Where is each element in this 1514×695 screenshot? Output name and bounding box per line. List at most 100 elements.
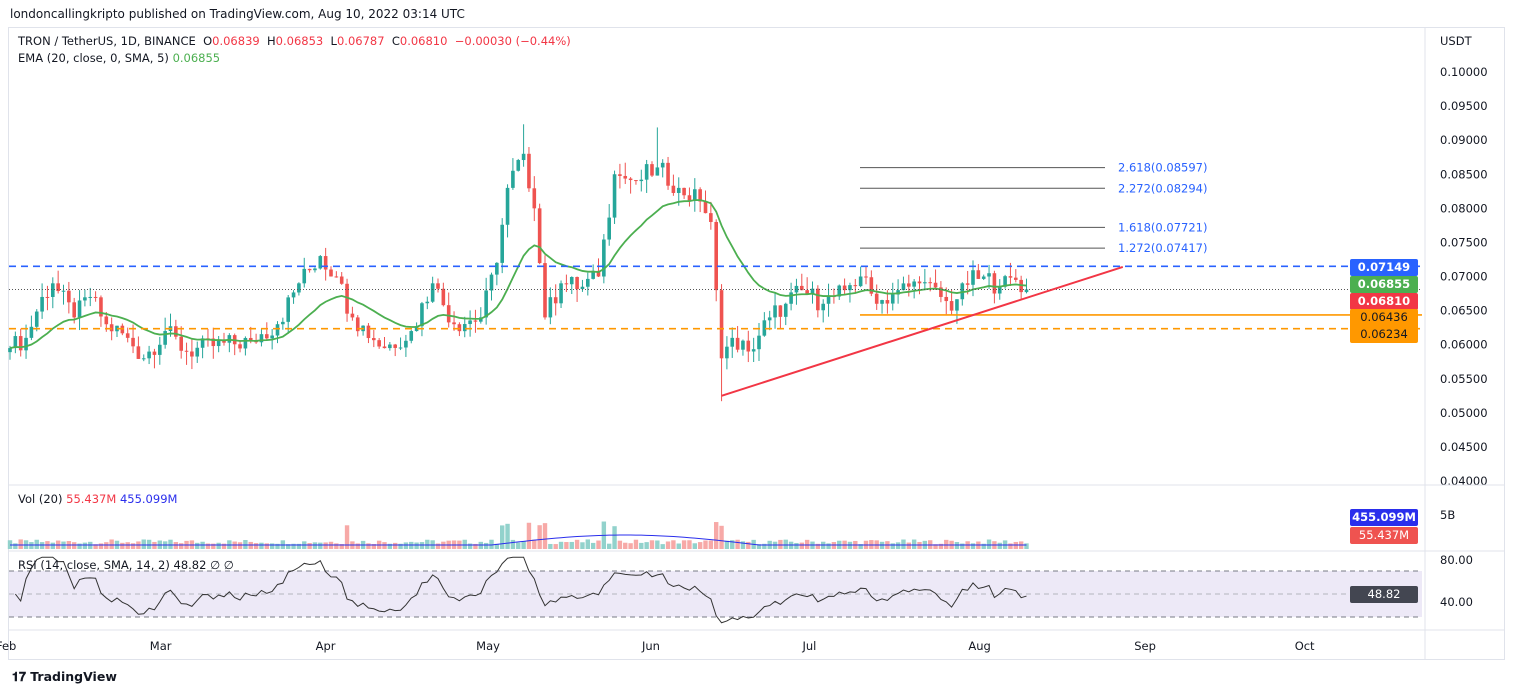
candle-body bbox=[174, 326, 178, 337]
candle-body bbox=[452, 322, 456, 325]
volume-bar bbox=[344, 525, 350, 549]
candle-body bbox=[976, 270, 981, 279]
volume-bar bbox=[494, 543, 500, 549]
ema-legend[interactable]: EMA (20, close, 0, SMA, 5) 0.06855 bbox=[18, 51, 220, 65]
rsi-tag: 48.82 bbox=[1350, 586, 1418, 603]
volume-bar bbox=[500, 525, 505, 549]
volume-bar bbox=[393, 542, 398, 549]
price-tick: 0.06500 bbox=[1440, 304, 1488, 318]
volume-bar bbox=[714, 522, 719, 549]
volume-bar bbox=[590, 542, 596, 549]
volume-bar bbox=[703, 540, 708, 549]
candle-body bbox=[800, 285, 804, 291]
volume-bar bbox=[291, 543, 296, 549]
volume-bar bbox=[216, 542, 221, 549]
volume-bar bbox=[50, 542, 55, 549]
month-tick: Oct bbox=[1295, 639, 1315, 653]
candle-body bbox=[388, 344, 392, 349]
volume-bar bbox=[120, 542, 125, 549]
candle-body bbox=[468, 320, 472, 325]
fib-label: 2.618(0.08597) bbox=[1118, 161, 1207, 175]
volume-bar bbox=[398, 543, 403, 549]
candle-body bbox=[83, 297, 87, 301]
price-tick: 0.04500 bbox=[1440, 440, 1488, 454]
candle-body bbox=[693, 189, 697, 201]
chart-frame[interactable] bbox=[8, 27, 1505, 660]
candle-body bbox=[238, 344, 242, 349]
candle-body bbox=[671, 185, 676, 193]
candle-body bbox=[72, 302, 76, 318]
ema-line bbox=[9, 199, 1027, 349]
candle-body bbox=[944, 296, 949, 302]
candle-body bbox=[778, 305, 783, 317]
volume-bar bbox=[82, 542, 88, 549]
rsi-tick: 40.00 bbox=[1440, 595, 1473, 609]
rsi-line bbox=[14, 556, 1027, 624]
candle-body bbox=[1024, 289, 1029, 293]
volume-bar bbox=[660, 544, 665, 549]
candle-body bbox=[901, 283, 906, 291]
volume-bar bbox=[649, 540, 655, 549]
volume-bar bbox=[607, 543, 612, 549]
volume-label: Vol (20) bbox=[18, 492, 63, 506]
currency-label[interactable]: USDT bbox=[1440, 34, 1472, 48]
candle-body bbox=[350, 313, 355, 318]
volume-bar bbox=[318, 542, 323, 549]
candle-body bbox=[200, 338, 205, 348]
candle-body bbox=[949, 301, 954, 311]
volume-legend[interactable]: Vol (20) 55.437M 455.099M bbox=[18, 492, 177, 506]
volume-bar bbox=[574, 539, 580, 549]
volume-bar bbox=[815, 543, 821, 549]
low-value: 0.06787 bbox=[336, 34, 385, 48]
candle-body bbox=[516, 160, 521, 171]
candle-body bbox=[618, 174, 622, 176]
candle-body bbox=[521, 153, 526, 161]
volume-bar bbox=[628, 543, 633, 549]
volume-bar bbox=[724, 540, 730, 549]
candle-body bbox=[409, 331, 414, 341]
candle-body bbox=[275, 324, 280, 336]
candle-body bbox=[398, 347, 403, 349]
candle-body bbox=[864, 276, 868, 278]
volume-bar bbox=[762, 543, 767, 549]
volume-ma-line bbox=[10, 534, 1027, 546]
symbol-name[interactable]: TRON / TetherUS, 1D, BINANCE bbox=[18, 34, 196, 48]
candle-body bbox=[265, 334, 269, 339]
tradingview-logo[interactable]: 𝟏𝟕 TradingView bbox=[12, 669, 117, 685]
candle-body bbox=[436, 283, 440, 289]
candle-body bbox=[125, 333, 130, 338]
volume-bar bbox=[532, 539, 537, 549]
candle-body bbox=[243, 337, 248, 349]
volume-bar bbox=[655, 540, 660, 549]
price-tick: 0.10000 bbox=[1440, 65, 1488, 79]
candle-body bbox=[377, 340, 381, 347]
volume-bar bbox=[307, 543, 312, 549]
candle-body bbox=[837, 285, 842, 297]
rsi-legend[interactable]: RSI (14, close, SMA, 14, 2) 48.82 ∅ ∅ bbox=[18, 558, 234, 572]
candle-body bbox=[152, 351, 157, 355]
volume-bar bbox=[1008, 543, 1013, 549]
candle-body bbox=[179, 336, 183, 351]
volume-bar bbox=[890, 543, 895, 549]
volume-bar bbox=[195, 542, 200, 549]
candle-body bbox=[216, 339, 221, 347]
low-label: L bbox=[330, 34, 337, 48]
volume-bar bbox=[778, 539, 783, 549]
rsi-extra: ∅ ∅ bbox=[210, 558, 234, 572]
candle-body bbox=[13, 336, 18, 349]
candle-body bbox=[965, 283, 970, 285]
ema-value: 0.06855 bbox=[172, 51, 221, 65]
candle-body bbox=[586, 278, 590, 287]
candle-body bbox=[757, 335, 761, 350]
high-value: 0.06853 bbox=[275, 34, 324, 48]
volume-ma-tag: 455.099M bbox=[1350, 509, 1418, 526]
candle-body bbox=[816, 288, 820, 311]
candle-body bbox=[511, 170, 515, 188]
candle-body bbox=[564, 283, 569, 285]
volume-bar bbox=[564, 542, 569, 549]
volume-bar bbox=[296, 543, 302, 549]
candle-body bbox=[8, 348, 12, 353]
candle-body bbox=[650, 164, 654, 176]
candle-body bbox=[842, 285, 847, 291]
